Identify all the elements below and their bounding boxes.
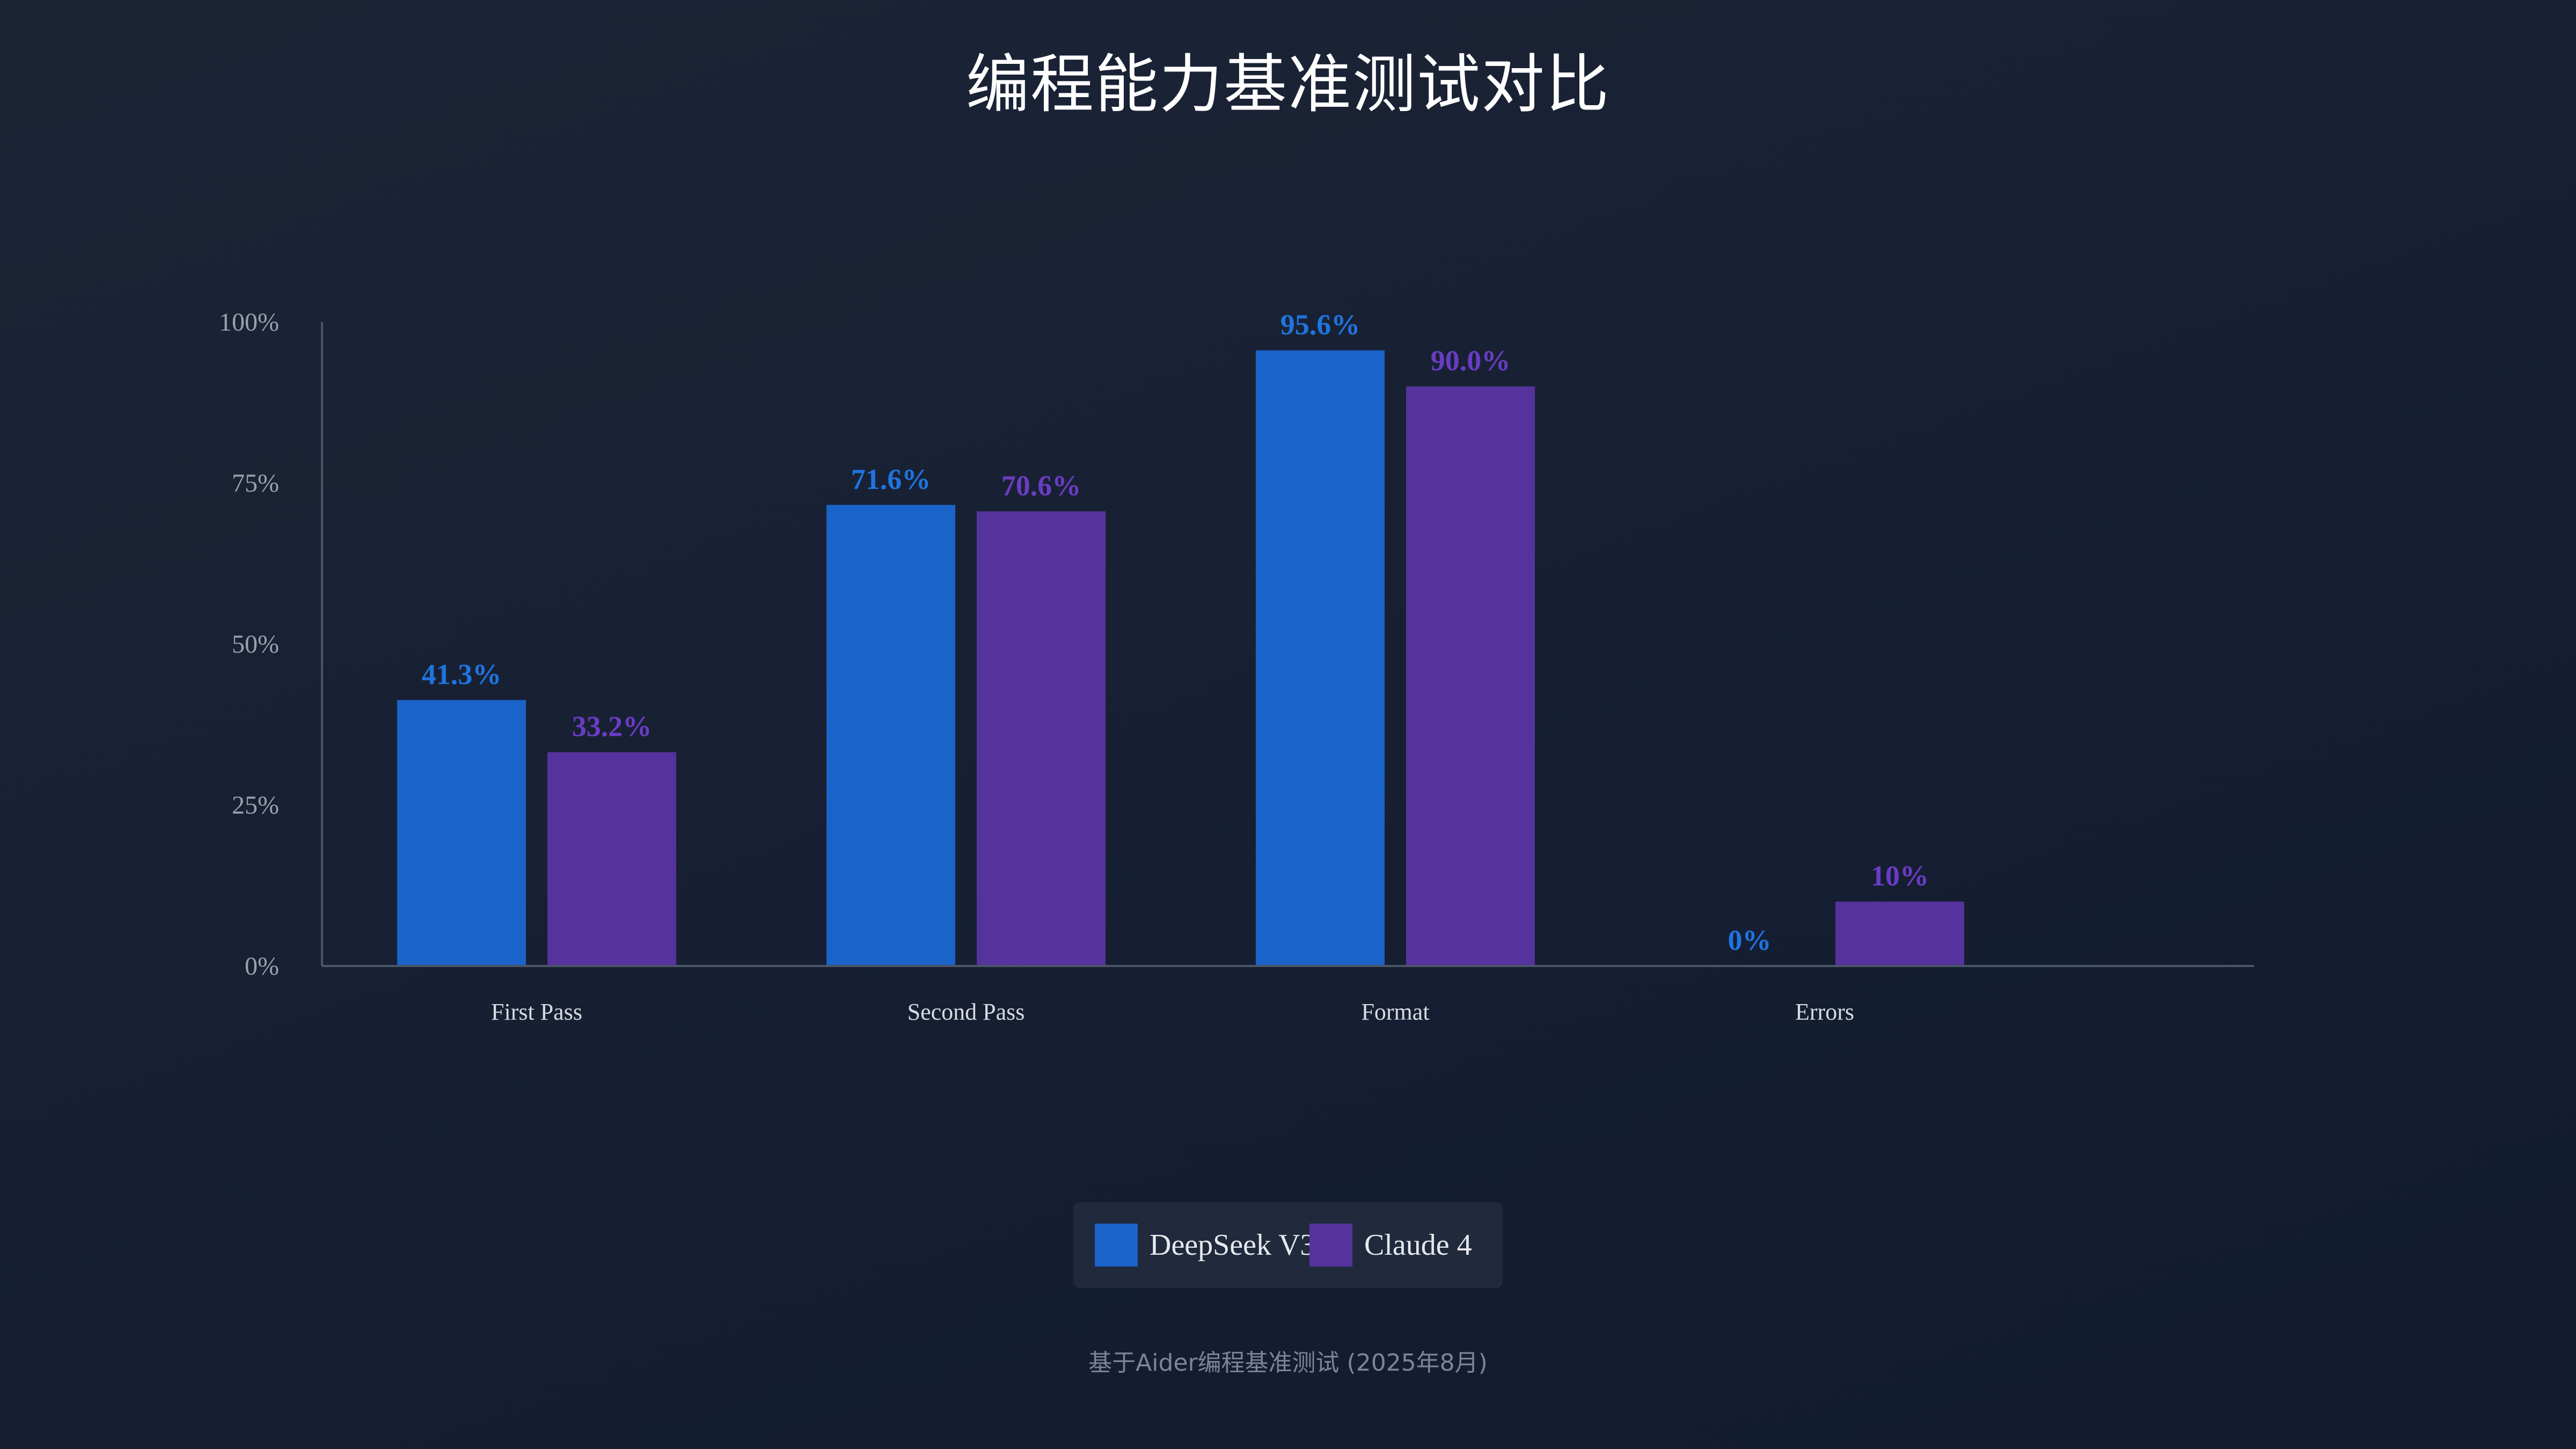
y-tick-label: 50% [232, 630, 279, 658]
bar-0-0 [397, 700, 526, 966]
legend-item-claude: Claude 4 [1309, 1223, 1472, 1268]
y-tick-label: 100% [219, 308, 279, 336]
bar-value-labels: 41.3% 33.2% 71.6% 70.6% 95.6% 90.0% 0% 10% [422, 309, 1929, 956]
legend-label-claude: Claude 4 [1364, 1228, 1472, 1262]
bar-value-label: 0% [1728, 924, 1772, 956]
footnote: 基于Aider编程基准测试 (2025年8月) [1088, 1349, 1488, 1377]
legend-swatch-claude [1309, 1224, 1352, 1267]
bar-value-label: 41.3% [422, 658, 502, 690]
bar-0-1 [547, 752, 676, 966]
bar-value-label: 33.2% [572, 711, 652, 743]
y-tick-label: 25% [232, 791, 279, 819]
bar-value-label: 71.6% [851, 463, 931, 495]
x-category-label: Second Pass [908, 999, 1025, 1025]
bar-3-1 [1835, 902, 1964, 966]
legend-item-deepseek: DeepSeek V3.1 [1095, 1223, 1337, 1268]
y-tick-label: 75% [232, 469, 279, 497]
bar-1-1 [977, 511, 1106, 966]
bar-value-label: 70.6% [1001, 470, 1081, 502]
x-category-label: First Pass [491, 999, 582, 1025]
bar-1-0 [826, 504, 955, 966]
bar-2-0 [1256, 350, 1385, 966]
bar-2-1 [1406, 386, 1535, 966]
y-axis-ticks: 0% 25% 50% 75% 100% [219, 308, 279, 980]
bars [397, 350, 1964, 966]
bar-value-label: 10% [1871, 860, 1929, 892]
legend-label-deepseek: DeepSeek V3.1 [1150, 1228, 1338, 1262]
legend: DeepSeek V3.1 Claude 4 [1073, 1202, 1503, 1288]
x-category-label: Format [1361, 999, 1429, 1025]
x-category-label: Errors [1795, 999, 1854, 1025]
bar-value-label: 95.6% [1280, 309, 1360, 341]
y-tick-label: 0% [245, 952, 279, 980]
x-axis-labels: First Pass Second Pass Format Errors [491, 999, 1854, 1025]
legend-swatch-deepseek [1095, 1224, 1138, 1267]
bar-value-label: 90.0% [1431, 345, 1511, 377]
page-title: 编程能力基准测试对比 [965, 47, 1610, 121]
